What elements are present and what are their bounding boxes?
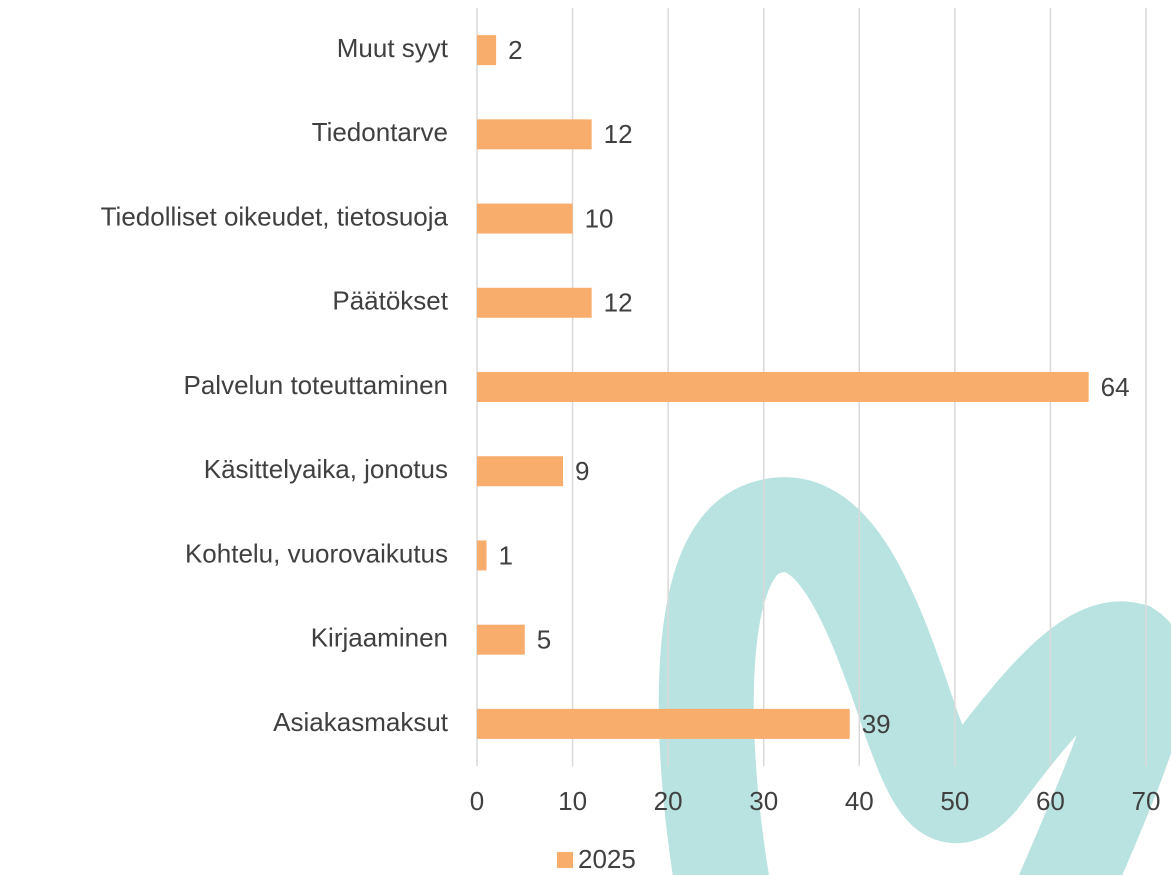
data-label: 64 bbox=[1101, 372, 1130, 402]
bar bbox=[477, 35, 497, 66]
legend-label: 2025 bbox=[578, 844, 636, 874]
y-tick-label: Käsittelyaika, jonotus bbox=[204, 454, 448, 484]
bar bbox=[477, 119, 592, 150]
bar bbox=[477, 203, 573, 234]
bar bbox=[477, 372, 1089, 402]
y-tick-label: Tiedolliset oikeudet, tietosuoja bbox=[101, 201, 449, 231]
x-tick-label: 70 bbox=[1132, 786, 1161, 816]
x-tick-label: 30 bbox=[749, 786, 778, 816]
x-tick-label: 50 bbox=[940, 786, 969, 816]
y-tick-label: Kirjaaminen bbox=[311, 623, 448, 653]
data-label: 12 bbox=[604, 119, 633, 149]
bar bbox=[477, 708, 850, 739]
y-tick-label: Päätökset bbox=[332, 286, 448, 316]
data-label: 5 bbox=[537, 625, 551, 655]
x-tick-label: 60 bbox=[1036, 786, 1065, 816]
y-tick-label: Tiedontarve bbox=[312, 117, 448, 147]
bar bbox=[477, 540, 487, 571]
x-tick-label: 40 bbox=[845, 786, 874, 816]
data-label: 1 bbox=[499, 540, 513, 570]
legend-swatch bbox=[557, 852, 573, 868]
y-tick-label: Kohtelu, vuorovaikutus bbox=[185, 538, 448, 568]
data-label: 39 bbox=[862, 709, 891, 739]
bar bbox=[477, 287, 592, 318]
data-label: 2 bbox=[508, 35, 522, 65]
data-label: 12 bbox=[604, 288, 633, 318]
x-tick-label: 10 bbox=[558, 786, 587, 816]
background-decoration bbox=[658, 477, 1171, 875]
x-tick-label: 0 bbox=[470, 786, 484, 816]
y-tick-label: Palvelun toteuttaminen bbox=[183, 370, 448, 400]
data-label: 9 bbox=[575, 456, 589, 486]
data-label: 10 bbox=[585, 203, 614, 233]
y-tick-label: Asiakasmaksut bbox=[273, 707, 449, 737]
y-tick-label: Muut syyt bbox=[337, 33, 449, 63]
bar bbox=[477, 624, 525, 655]
x-tick-label: 20 bbox=[654, 786, 683, 816]
bar bbox=[477, 456, 564, 487]
